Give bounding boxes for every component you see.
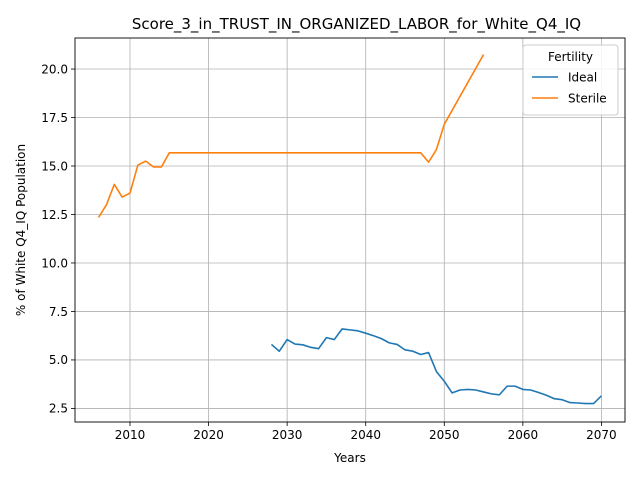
- y-axis-label: % of White Q4_IQ Population: [14, 144, 28, 316]
- legend: Fertility Ideal Sterile: [522, 44, 619, 116]
- legend-label-ideal: Ideal: [568, 71, 597, 85]
- y-tick-label: 7.5: [49, 305, 68, 319]
- y-axis-ticks: 2.5 5.0 7.5 10.0 12.5 15.0 17.5 20.0: [41, 62, 75, 416]
- y-tick-label: 20.0: [41, 62, 68, 76]
- series-lines: [97, 54, 602, 405]
- plot-area-frame: [74, 37, 626, 423]
- x-tick-label: 2050: [429, 428, 460, 442]
- x-tick-label: 2010: [115, 428, 146, 442]
- y-tick-label: 10.0: [41, 256, 68, 270]
- x-axis-ticks: 2010 2020 2030 2040 2050 2060 2070: [115, 422, 617, 442]
- x-tick-label: 2020: [193, 428, 224, 442]
- chart-title: Score_3_in_TRUST_IN_ORGANIZED_LABOR_for_…: [132, 15, 581, 34]
- series-line-sterile: [97, 54, 485, 218]
- y-tick-label: 15.0: [41, 159, 68, 173]
- x-tick-label: 2060: [508, 428, 539, 442]
- y-tick-label: 17.5: [41, 111, 68, 125]
- legend-title: Fertility: [548, 50, 593, 64]
- y-tick-label: 5.0: [49, 353, 68, 367]
- x-tick-label: 2030: [272, 428, 303, 442]
- y-tick-label: 2.5: [49, 402, 68, 416]
- y-tick-label: 12.5: [41, 208, 68, 222]
- series-line-ideal: [270, 328, 602, 405]
- legend-label-sterile: Sterile: [568, 92, 607, 106]
- x-tick-label: 2040: [350, 428, 381, 442]
- x-axis-label: Years: [333, 451, 366, 465]
- x-tick-label: 2070: [586, 428, 617, 442]
